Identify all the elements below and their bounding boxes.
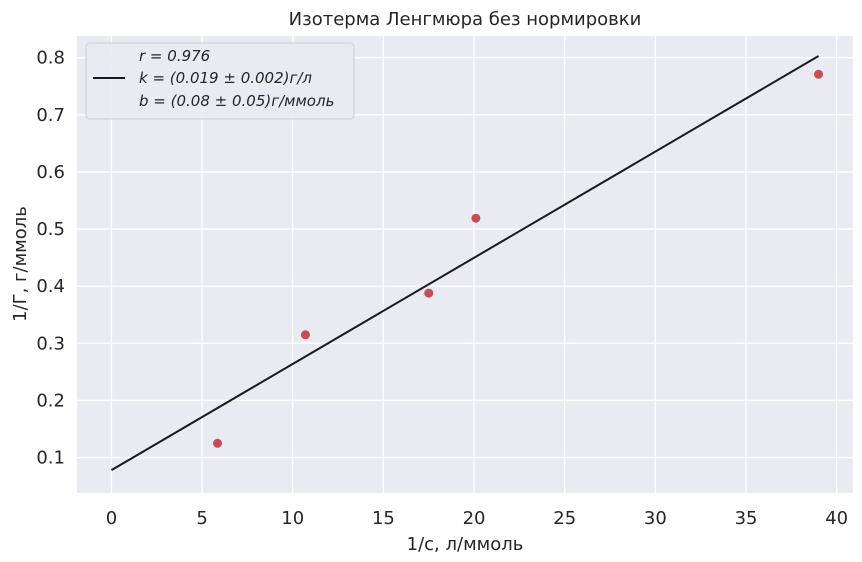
legend-entry-k: k = (0.019 ± 0.002)г/л: [139, 69, 312, 87]
x-tick-label: 35: [735, 508, 758, 529]
x-tick-label: 5: [196, 508, 207, 529]
y-tick-label: 0.2: [36, 390, 65, 411]
x-tick-label: 15: [372, 508, 395, 529]
y-tick-label: 0.5: [36, 219, 65, 240]
x-tick-label: 10: [281, 508, 304, 529]
y-tick-label: 0.1: [36, 448, 65, 469]
legend-entry-b: b = (0.08 ± 0.05)г/ммоль: [139, 92, 334, 110]
y-tick-label: 0.7: [36, 105, 65, 126]
x-tick-label: 30: [644, 508, 667, 529]
data-point: [814, 69, 824, 79]
x-axis-label: 1/с, л/ммоль: [407, 534, 524, 555]
x-tick-label: 20: [463, 508, 486, 529]
data-point: [300, 330, 310, 340]
data-point: [471, 213, 481, 223]
x-tick-label: 40: [825, 508, 848, 529]
y-tick-label: 0.4: [36, 276, 65, 297]
data-point: [424, 288, 434, 298]
y-tick-label: 0.8: [36, 48, 65, 69]
fit-line: [110, 55, 820, 472]
chart-marks: [110, 55, 824, 472]
x-tick-label: 0: [106, 508, 117, 529]
legend-entry-r: r = 0.976: [139, 47, 210, 65]
data-point: [213, 438, 223, 448]
y-tick-label: 0.6: [36, 162, 65, 183]
y-axis-label: 1/Г, г/ммоль: [10, 206, 31, 322]
legend-box: [85, 42, 355, 120]
legend: r = 0.976 k = (0.019 ± 0.002)г/л b = (0.…: [85, 42, 355, 120]
x-tick-label: 25: [553, 508, 576, 529]
chart-title: Изотерма Ленгмюра без нормировки: [289, 9, 642, 30]
y-tick-label: 0.3: [36, 333, 65, 354]
tick-labels: 0 5 10 15 20 25 30 35 40 0.1 0.2 0.3 0.4 0.5 0.6 0.7 0.8: [36, 48, 848, 529]
